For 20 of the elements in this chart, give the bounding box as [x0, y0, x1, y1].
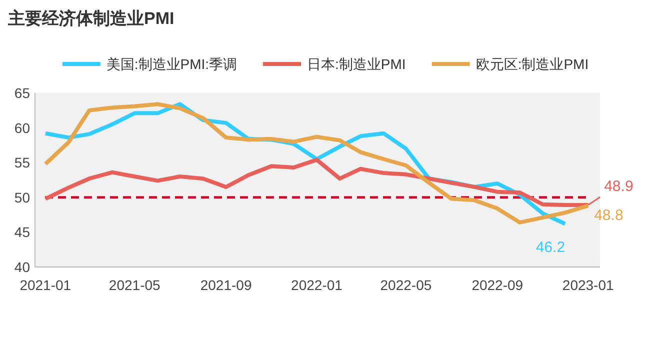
y-tick-label: 50 [14, 189, 30, 206]
y-tick-label: 45 [14, 224, 30, 240]
y-tick-label: 40 [14, 259, 30, 275]
x-tick-label: 2021-01 [20, 277, 72, 293]
x-tick-label: 2022-09 [472, 277, 524, 293]
data-label: 48.8 [594, 206, 624, 224]
x-tick-label: 2021-09 [200, 277, 252, 293]
data-label: 46.2 [536, 238, 566, 256]
x-tick-label: 2021-05 [108, 277, 161, 293]
legend-label: 欧元区:制造业PMI [476, 56, 589, 72]
x-tick-label: 2023-01 [562, 277, 614, 293]
x-tick-label: 2022-05 [380, 277, 432, 293]
legend-label: 美国:制造业PMI:季调 [106, 56, 238, 72]
chart-title: 主要经济体制造业PMI [7, 9, 174, 28]
x-tick-label: 2022-01 [291, 277, 343, 293]
data-label: 48.9 [604, 178, 634, 196]
y-tick-label: 55 [14, 154, 30, 171]
y-tick-label: 65 [14, 85, 30, 101]
legend-label: 日本:制造业PMI [307, 56, 406, 72]
y-tick-label: 60 [14, 120, 30, 136]
